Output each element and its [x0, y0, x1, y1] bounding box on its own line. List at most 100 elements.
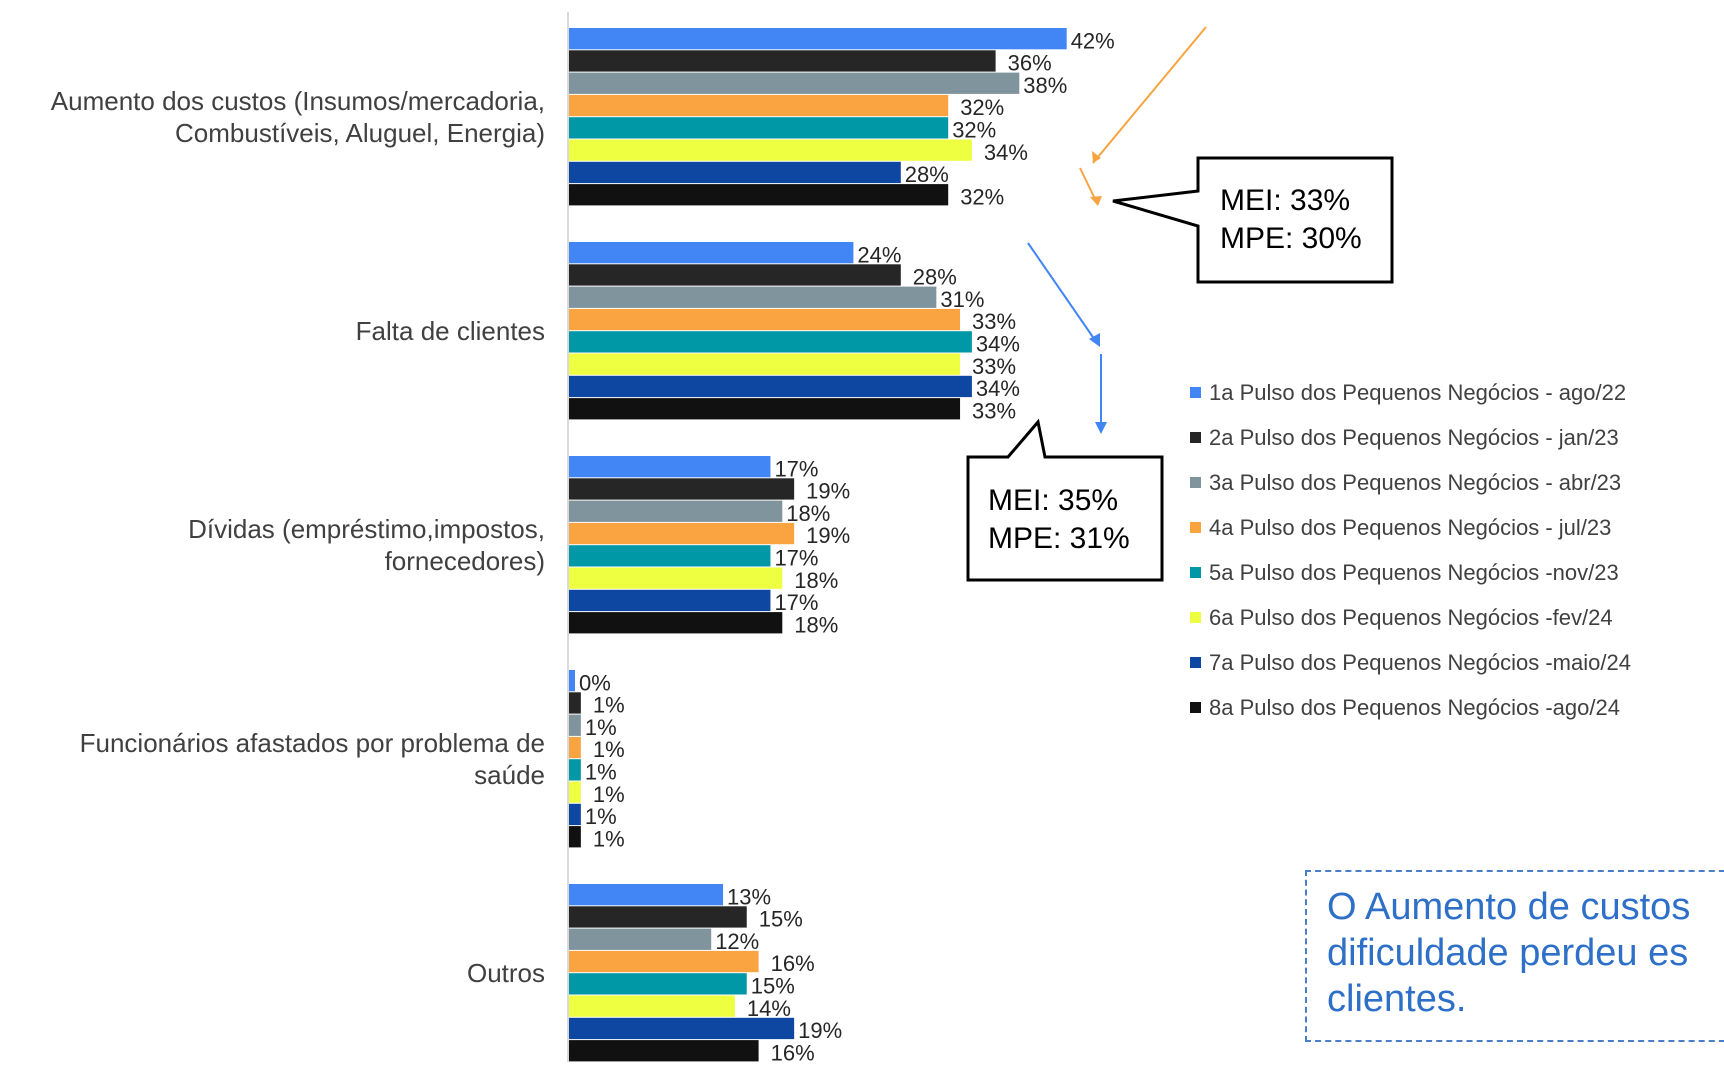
legend-item: 6a Pulso dos Pequenos Negócios -fev/24 — [1190, 595, 1631, 640]
note-line-3: clientes. — [1327, 978, 1467, 1020]
bar — [569, 50, 996, 72]
bar — [569, 353, 961, 375]
data-label: 1% — [593, 782, 625, 807]
bar — [569, 117, 949, 139]
data-label: 19% — [806, 523, 850, 548]
data-label: 36% — [1008, 51, 1052, 76]
data-label: 16% — [771, 1040, 815, 1065]
bar — [569, 589, 771, 612]
category-labels: Aumento dos custos (Insumos/mercadoria, C… — [51, 86, 545, 988]
bar — [569, 906, 747, 928]
bar — [569, 759, 581, 781]
category-label: Dívidas (empréstimo,impostos, fornecedore… — [188, 514, 545, 576]
data-label: 17% — [774, 590, 818, 615]
bar — [569, 736, 581, 759]
note-line-1: O Aumento de custos — [1327, 886, 1691, 928]
callout-1-line-1: MEI: 33% — [1220, 184, 1351, 217]
bar — [569, 884, 724, 906]
legend-swatch — [1190, 432, 1201, 443]
data-label: 18% — [794, 568, 838, 593]
callout-2-line-1: MEI: 35% — [988, 484, 1119, 517]
legend-item: 8a Pulso dos Pequenos Negócios -ago/24 — [1190, 685, 1631, 730]
bar — [569, 264, 901, 286]
data-label: 17% — [774, 546, 818, 571]
bar — [569, 478, 795, 500]
legend-label: 3a Pulso dos Pequenos Negócios - abr/23 — [1209, 469, 1622, 495]
category-label: Falta de clientes — [356, 316, 545, 346]
data-label: 16% — [771, 951, 815, 976]
callout-2-text: MEI: 35% MPE: 31% — [988, 482, 1130, 558]
callout-2-box — [966, 418, 1164, 582]
legend-label: 8a Pulso dos Pequenos Negócios -ago/24 — [1209, 694, 1620, 720]
bar — [569, 612, 783, 634]
data-label: 24% — [857, 242, 901, 267]
bar — [569, 950, 759, 973]
bar — [569, 308, 961, 331]
data-label: 1% — [585, 715, 617, 740]
legend-swatch — [1190, 702, 1201, 713]
data-label: 12% — [715, 929, 759, 954]
bar — [569, 398, 961, 420]
category-label: Aumento dos custos (Insumos/mercadoria, C… — [51, 86, 545, 148]
category-label: Funcionários afastados por problema de sa… — [80, 728, 545, 790]
bar — [569, 670, 575, 692]
bar — [569, 375, 972, 398]
data-label: 14% — [747, 996, 791, 1021]
bar — [569, 826, 581, 848]
data-label: 13% — [727, 884, 771, 909]
legend-swatch — [1190, 477, 1201, 488]
bar — [569, 139, 972, 161]
legend-item: 2a Pulso dos Pequenos Negócios - jan/23 — [1190, 415, 1631, 460]
bar — [569, 28, 1067, 50]
bar — [569, 286, 937, 308]
trend-arrows — [1027, 26, 1207, 434]
data-label: 34% — [984, 140, 1028, 165]
orange-arrow-1 — [1092, 26, 1207, 164]
data-label: 17% — [774, 456, 818, 481]
bar — [569, 500, 783, 522]
legend-label: 4a Pulso dos Pequenos Negócios - jul/23 — [1209, 514, 1612, 540]
data-label: 33% — [972, 354, 1016, 379]
bar — [569, 522, 795, 545]
data-label: 32% — [960, 184, 1004, 209]
data-label: 32% — [960, 95, 1004, 120]
bar — [569, 545, 771, 567]
data-label: 1% — [593, 737, 625, 762]
data-label: 0% — [579, 670, 611, 695]
bar — [569, 94, 949, 117]
legend-swatch — [1190, 387, 1201, 398]
bar — [569, 714, 581, 736]
data-label: 1% — [585, 804, 617, 829]
blue-arrow-1 — [1027, 242, 1098, 344]
bar — [569, 1040, 759, 1062]
data-label: 1% — [585, 760, 617, 785]
legend-swatch — [1190, 657, 1201, 668]
data-label: 38% — [1023, 73, 1067, 98]
callout-1-box — [1112, 156, 1394, 284]
data-label: 15% — [759, 907, 803, 932]
bar — [569, 184, 949, 206]
callout-2-line-2: MPE: 31% — [988, 522, 1130, 555]
legend: 1a Pulso dos Pequenos Negócios - ago/22 … — [1190, 370, 1631, 730]
data-label: 15% — [751, 974, 795, 999]
data-label: 34% — [976, 332, 1020, 357]
value-labels: 42%36%38%32%32%34%28%32%24%28%31%33%34%3… — [579, 28, 1115, 1065]
legend-label: 5a Pulso dos Pequenos Negócios -nov/23 — [1209, 559, 1619, 585]
callout-1-line-2: MPE: 30% — [1220, 222, 1362, 255]
summary-note: O Aumento de custos dificuldade perdeu e… — [1305, 870, 1724, 1042]
note-line-2: dificuldade perdeu es — [1327, 932, 1689, 974]
legend-swatch — [1190, 567, 1201, 578]
legend-label: 2a Pulso dos Pequenos Negócios - jan/23 — [1209, 424, 1619, 450]
category-label: Outros — [467, 958, 545, 988]
legend-item: 3a Pulso dos Pequenos Negócios - abr/23 — [1190, 460, 1631, 505]
data-label: 18% — [786, 501, 830, 526]
legend-label: 7a Pulso dos Pequenos Negócios -maio/24 — [1209, 649, 1631, 675]
data-label: 1% — [593, 693, 625, 718]
data-label: 19% — [798, 1018, 842, 1043]
orange-arrow-1-head — [1092, 151, 1101, 163]
data-label: 31% — [940, 287, 984, 312]
data-label: 1% — [593, 826, 625, 851]
callout-1-text: MEI: 33% MPE: 30% — [1220, 182, 1362, 258]
bar — [569, 973, 747, 995]
